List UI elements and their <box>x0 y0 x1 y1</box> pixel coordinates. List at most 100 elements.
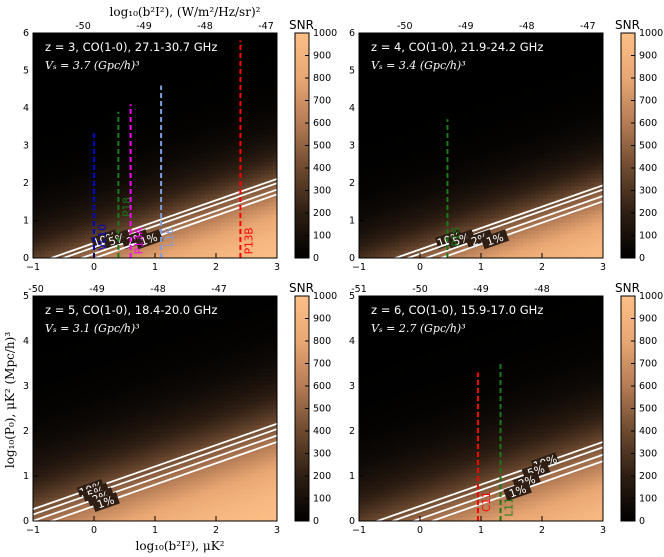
heatmap-cell <box>379 85 384 90</box>
heatmap-cell <box>435 225 440 231</box>
heatmap-cell <box>57 169 62 175</box>
heatmap-cell <box>447 117 452 122</box>
heatmap-cell <box>209 205 214 211</box>
heatmap-cell <box>37 145 42 151</box>
heatmap-cell <box>109 93 114 98</box>
heatmap-cell <box>169 197 174 203</box>
heatmap-cell <box>379 101 384 106</box>
heatmap-cell <box>93 185 98 191</box>
heatmap-cell <box>403 173 408 179</box>
heatmap-cell <box>85 65 90 70</box>
heatmap-cell <box>257 105 262 110</box>
heatmap-cell <box>125 193 130 199</box>
heatmap-cell <box>261 169 266 175</box>
heatmap-cell <box>101 221 106 227</box>
heatmap-cell <box>149 205 154 211</box>
heatmap-cell <box>217 225 222 231</box>
heatmap-cell <box>245 153 250 159</box>
heatmap-cell <box>121 117 126 122</box>
heatmap-cell <box>145 73 150 78</box>
heatmap-cell <box>137 137 142 143</box>
heatmap-cell <box>101 193 106 199</box>
heatmap-cell <box>77 181 82 187</box>
heatmap-cell <box>73 101 78 106</box>
heatmap-cell <box>205 65 210 70</box>
heatmap-cell <box>137 133 142 139</box>
heatmap-cell <box>427 125 432 131</box>
heatmap-cell <box>193 177 198 183</box>
heatmap-cell <box>273 77 277 82</box>
heatmap-cell <box>37 81 42 86</box>
heatmap-cell <box>411 221 416 227</box>
heatmap-cell <box>133 173 138 179</box>
heatmap-cell <box>185 165 190 171</box>
heatmap-cell <box>415 221 420 227</box>
heatmap-cell <box>225 145 230 151</box>
heatmap-cell <box>273 73 277 78</box>
heatmap-cell <box>177 105 182 110</box>
heatmap-cell <box>177 49 182 54</box>
heatmap-cell <box>209 73 214 78</box>
heatmap-cell <box>423 145 428 151</box>
heatmap-cell <box>423 161 428 167</box>
heatmap-cell <box>185 197 190 203</box>
heatmap-cell <box>367 85 372 90</box>
heatmap-cell <box>177 169 182 175</box>
heatmap-cell <box>423 177 428 183</box>
heatmap-cell <box>177 153 182 159</box>
heatmap-cell <box>217 65 222 70</box>
heatmap-cell <box>419 177 424 183</box>
heatmap-cell <box>213 157 218 163</box>
heatmap-cell <box>395 157 400 163</box>
heatmap-cell <box>45 145 50 151</box>
heatmap-cell <box>65 101 70 106</box>
heatmap-cell <box>395 253 400 258</box>
heatmap-cell <box>37 253 42 258</box>
heatmap-cell <box>65 33 70 38</box>
heatmap-cell <box>407 85 412 90</box>
heatmap-cell <box>383 189 388 195</box>
heatmap-cell <box>213 205 218 211</box>
heatmap-cell <box>193 213 198 219</box>
heatmap-cell <box>439 161 444 167</box>
heatmap-cell <box>411 201 416 207</box>
heatmap-cell <box>459 113 464 118</box>
heatmap-cell <box>185 61 190 66</box>
heatmap-cell <box>161 237 166 243</box>
heatmap-cell <box>77 33 82 38</box>
heatmap-cell <box>439 125 444 131</box>
heatmap-cell <box>101 77 106 82</box>
y-tick-label: 6 <box>23 28 29 39</box>
heatmap-cell <box>197 157 202 163</box>
heatmap-cell <box>245 173 250 179</box>
heatmap-cell <box>233 193 238 199</box>
heatmap-cell <box>161 81 166 86</box>
heatmap-cell <box>41 173 46 179</box>
heatmap-cell <box>249 117 254 122</box>
heatmap-cell <box>257 65 262 70</box>
heatmap-cell <box>233 217 238 223</box>
heatmap-cell <box>73 69 78 74</box>
heatmap-cell <box>45 41 50 46</box>
heatmap-cell <box>431 93 436 98</box>
heatmap-cell <box>455 165 460 171</box>
heatmap-cell <box>257 205 262 211</box>
heatmap-cell <box>49 33 54 38</box>
heatmap-cell <box>245 125 250 131</box>
heatmap-cell <box>89 209 94 215</box>
heatmap-cell <box>105 249 110 255</box>
heatmap-cell <box>249 145 254 151</box>
heatmap-cell <box>189 165 194 171</box>
heatmap-cell <box>371 117 376 122</box>
heatmap-cell <box>197 253 202 258</box>
heatmap-cell <box>427 165 432 171</box>
heatmap-cell <box>97 201 102 207</box>
heatmap-cell <box>249 137 254 143</box>
heatmap-cell <box>245 193 250 199</box>
heatmap-cell <box>201 249 206 255</box>
heatmap-cell <box>61 89 66 94</box>
heatmap-cell <box>427 149 432 155</box>
heatmap-cell <box>209 241 214 247</box>
heatmap-cell <box>447 161 452 167</box>
heatmap-cell <box>145 189 150 195</box>
